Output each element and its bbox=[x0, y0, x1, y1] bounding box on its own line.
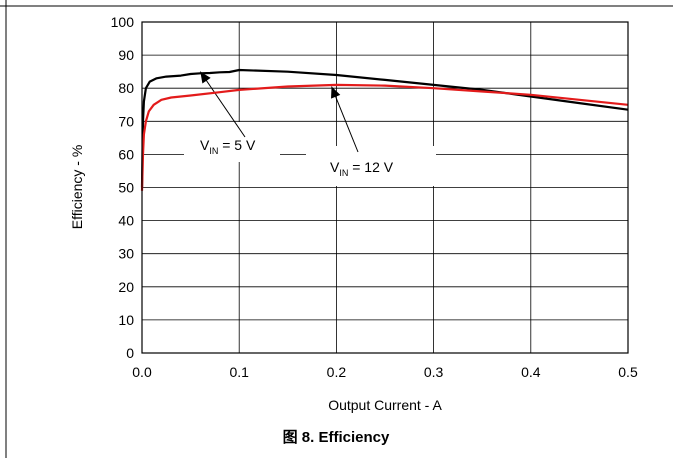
y-tick-label: 100 bbox=[111, 14, 135, 30]
plot-border bbox=[141, 21, 629, 354]
annotations: VIN = 5 V VIN = 12 V bbox=[184, 71, 436, 186]
x-axis-label: Output Current - A bbox=[328, 397, 442, 413]
annotation-arrowhead bbox=[331, 86, 341, 99]
annotation-background bbox=[306, 146, 436, 186]
y-tick-label: 90 bbox=[118, 47, 134, 63]
y-tick-label: 20 bbox=[118, 279, 134, 295]
annotation-arrow-line bbox=[199, 71, 246, 138]
annotation-background bbox=[184, 122, 280, 162]
y-tick-label: 40 bbox=[118, 213, 134, 229]
y-tick-label: 80 bbox=[118, 80, 134, 96]
x-tick-label: 0.0 bbox=[132, 364, 152, 380]
annotation-arrow-line bbox=[331, 86, 359, 153]
y-tick-label: 50 bbox=[118, 180, 134, 196]
annotation-arrowhead bbox=[200, 71, 211, 84]
y-tick-label: 0 bbox=[126, 345, 134, 361]
y-axis-label: Efficiency - % bbox=[69, 145, 85, 230]
y-tick-label: 60 bbox=[118, 146, 134, 162]
x-tick-label: 0.4 bbox=[521, 364, 541, 380]
y-tick-label: 70 bbox=[118, 113, 134, 129]
annotation-label: VIN = 12 V bbox=[330, 159, 394, 178]
series-line-vin-5v bbox=[140, 68, 629, 188]
y-tick-label: 30 bbox=[118, 246, 134, 262]
annotation-label: VIN = 5 V bbox=[200, 137, 256, 156]
x-tick-label: 0.2 bbox=[327, 364, 347, 380]
y-tick-label: 10 bbox=[118, 312, 134, 328]
figure-caption: 图 8. Efficiency bbox=[283, 429, 390, 446]
x-tick-label: 0.3 bbox=[424, 364, 444, 380]
y-tick-labels: 0 10 20 30 40 50 60 70 80 90 100 bbox=[111, 14, 135, 361]
x-tick-label: 0.5 bbox=[618, 364, 638, 380]
x-tick-label: 0.1 bbox=[229, 364, 249, 380]
data-series bbox=[140, 68, 629, 191]
x-tick-labels: 0.0 0.1 0.2 0.3 0.4 0.5 bbox=[132, 364, 638, 380]
series-line-vin-12v bbox=[140, 83, 629, 191]
